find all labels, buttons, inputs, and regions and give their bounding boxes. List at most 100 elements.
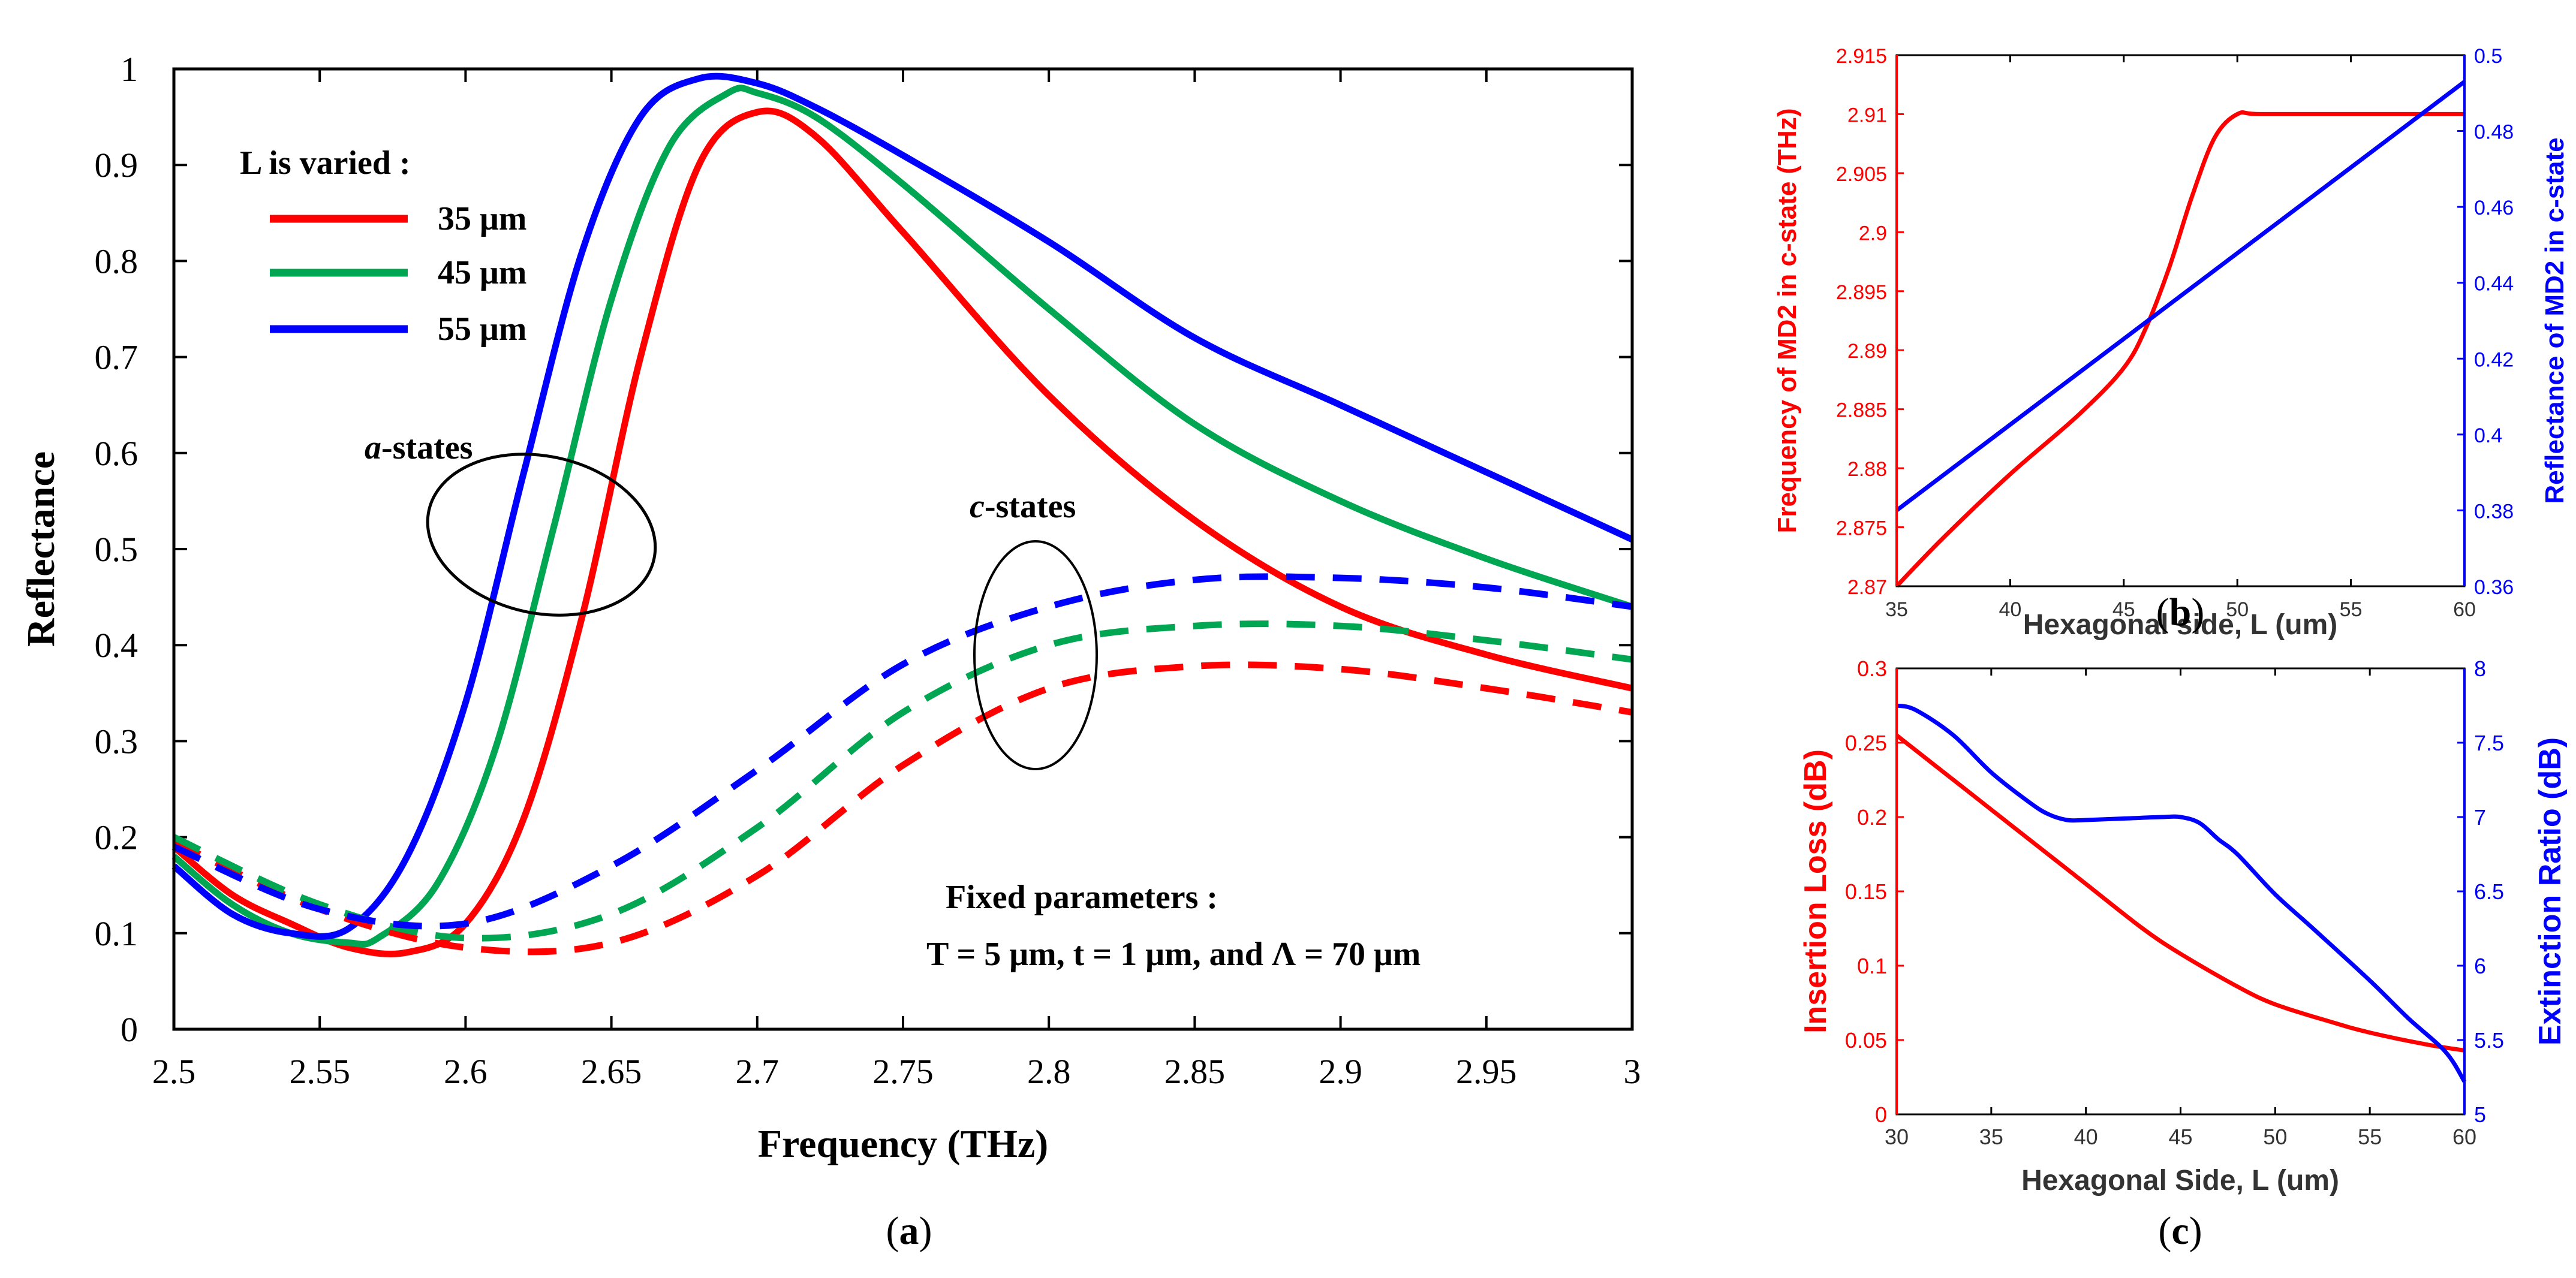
- panel-a-y-tick-label: 0.9: [95, 146, 139, 185]
- panel-c-x-tick-label: 30: [1885, 1125, 1909, 1149]
- panel-c-right-tick-label: 6.5: [2474, 879, 2504, 904]
- panel-b-left-tick-label: 2.885: [1836, 399, 1887, 422]
- panel-c-x-tick-label: 55: [2358, 1125, 2382, 1149]
- panel-a-x-axis-label: Frequency (THz): [758, 1122, 1049, 1166]
- c-states-ellipse: [973, 540, 1098, 770]
- legend-title: L is varied :: [240, 144, 411, 182]
- panel-b-tick-labels: 35 40 45 50 55 60 2.87 2.875 2.88 2.885 2.89 2.895 2…: [1836, 45, 2514, 621]
- panel-c-caption-close: ): [2189, 1209, 2202, 1253]
- panel-c-right-tick-label: 7.5: [2474, 731, 2504, 755]
- panel-a-y-tick-label: 0.5: [95, 530, 139, 569]
- panel-a-series-line-5: [172, 573, 1633, 930]
- a-states-italic: a: [365, 429, 381, 466]
- a-states-rest: -states: [381, 429, 473, 466]
- a-states-ellipse: [426, 453, 657, 617]
- panel-c-left-tick-label: 0: [1875, 1102, 1887, 1127]
- panel-a-x-tick-label: 2.85: [1164, 1052, 1226, 1091]
- panel-c-x-tick-label: 60: [2452, 1125, 2476, 1149]
- panel-b-left-tick-label: 2.915: [1836, 45, 1887, 68]
- panel-a-caption-letter: a: [899, 1209, 919, 1253]
- panel-a-plot-frame: [172, 67, 1634, 1031]
- panel-a-y-tick-label: 0.3: [95, 722, 139, 761]
- panel-c-left-tick-label: 0.25: [1845, 731, 1887, 755]
- panel-a-y-tick-label: 1: [121, 50, 138, 89]
- panel-a-y-tick-label: 0.6: [95, 434, 139, 473]
- panel-b-left-tick-label: 2.91: [1847, 104, 1887, 126]
- panel-c-right-tick-label: 7: [2474, 805, 2486, 830]
- panel-b-right-tick-label: 0.46: [2474, 197, 2514, 219]
- panel-a-x-tick-label: 2.6: [444, 1052, 487, 1091]
- panel-b-right-tick-label: 0.42: [2474, 348, 2514, 371]
- panel-b-caption: (b): [2156, 590, 2205, 634]
- panel-b-series: [1895, 80, 2466, 588]
- panel-c-x-tick-label: 35: [1979, 1125, 2003, 1149]
- panel-c-left-tick-label: 0.2: [1857, 805, 1887, 830]
- panel-a-caption: (a): [886, 1209, 932, 1253]
- panel-c-axis-ticks: [1895, 667, 2466, 1116]
- panel-a-x-tick-label: 2.95: [1456, 1052, 1517, 1091]
- panel-c-x-tick-label: 50: [2263, 1125, 2287, 1149]
- panel-c-left-tick-label: 0.1: [1857, 954, 1887, 978]
- panel-a-x-tick-label: 2.8: [1027, 1052, 1071, 1091]
- panel-c-right-tick-label: 8: [2474, 656, 2486, 681]
- panel-b-series-line-1: [1895, 80, 2466, 513]
- panel-a-legend: L is varied : 35 μm 45 μm 55 μm: [240, 144, 526, 348]
- panel-a-x-tick-label: 3: [1624, 1052, 1641, 1091]
- c-states-rest: -states: [985, 488, 1076, 525]
- panel-c-caption: (c): [2158, 1209, 2202, 1253]
- panel-b-series-line-0: [1895, 110, 2464, 588]
- panel-b-x-tick-label: 40: [1999, 598, 2021, 621]
- panel-b-x-tick-label: 50: [2226, 598, 2249, 621]
- panel-b-right-tick-label: 0.38: [2474, 500, 2514, 523]
- legend-label-45: 45 μm: [438, 254, 526, 291]
- panel-c-right-tick-label: 6: [2474, 954, 2486, 978]
- panel-b-x-tick-label: 55: [2340, 598, 2363, 621]
- c-states-italic: c: [970, 488, 985, 525]
- fixed-parameters-values: T = 5 μm, t = 1 μm, and Λ = 70 μm: [926, 936, 1421, 973]
- panel-c-left-tick-label: 0.3: [1857, 656, 1887, 681]
- panel-b-caption-open: (: [2156, 590, 2169, 634]
- panel-c-x-tick-label: 45: [2168, 1125, 2192, 1149]
- panel-b-x-tick-label: 45: [2112, 598, 2135, 621]
- panel-b-right-tick-label: 0.5: [2474, 45, 2502, 68]
- panel-b-left-tick-label: 2.875: [1836, 517, 1887, 540]
- fixed-parameters-title: Fixed parameters :: [946, 879, 1218, 916]
- panel-b-left-tick-label: 2.905: [1836, 163, 1887, 186]
- panel-c-series: [1895, 703, 2466, 1083]
- panel-b-left-tick-label: 2.88: [1847, 458, 1887, 481]
- panel-b-x-tick-label: 35: [1885, 598, 1908, 621]
- panel-c-left-tick-label: 0.05: [1845, 1028, 1887, 1053]
- legend-label-35: 35 μm: [438, 200, 526, 237]
- panel-a-series-line-3: [172, 661, 1633, 956]
- panel-a-x-tick-label: 2.55: [289, 1052, 350, 1091]
- panel-a-y-tick-label: 0.2: [95, 818, 139, 857]
- panel-b-left-tick-label: 2.9: [1859, 222, 1887, 245]
- panel-a-series-line-4: [172, 620, 1633, 942]
- panel-c-left-tick-label: 0.15: [1845, 879, 1887, 904]
- panel-a-y-axis-label: Reflectance: [19, 451, 63, 647]
- panel-c-right-tick-label: 5: [2474, 1102, 2486, 1127]
- panel-c-right-tick-label: 5.5: [2474, 1028, 2504, 1053]
- a-states-label: a-states: [365, 429, 473, 466]
- panel-a-series: [171, 73, 1634, 958]
- panel-a-series-line-2: [171, 73, 1634, 940]
- panel-a-tick-labels: 2.5 2.55 2.6 2.65 2.7 2.75 2.8 2.85 2.9 2.95 3 0 0.1…: [95, 50, 1641, 1091]
- panel-a-x-tick-label: 2.7: [736, 1052, 780, 1091]
- panel-b-plot-frame: [1895, 54, 2466, 587]
- panel-c-caption-open: (: [2158, 1209, 2171, 1253]
- panel-a-y-tick-label: 0.8: [95, 242, 139, 281]
- panel-a-x-tick-label: 2.5: [152, 1052, 196, 1091]
- panel-a-x-tick-label: 2.65: [581, 1052, 642, 1091]
- panel-b-right-tick-label: 0.4: [2474, 424, 2502, 447]
- panel-b-left-axis-label: Frequency of MD2 in c-state (THz): [1772, 108, 1802, 533]
- panel-c-caption-letter: c: [2171, 1209, 2189, 1253]
- panel-b-right-tick-label: 0.36: [2474, 576, 2514, 599]
- panel-b-caption-letter: b: [2169, 590, 2192, 634]
- panel-a-y-tick-label: 0.7: [95, 338, 139, 377]
- panel-a-chart: 2.5 2.55 2.6 2.65 2.7 2.75 2.8 2.85 2.9 2.95 3 0 0.1…: [19, 50, 1641, 1253]
- panel-b-caption-close: ): [2191, 590, 2204, 634]
- panel-a-caption-open: (: [886, 1209, 899, 1253]
- panel-b-axis-ticks: [1895, 54, 2466, 587]
- panel-c-chart: 30 35 40 45 50 55 60 0 0.05 0.1 0.15 0.2 0.25 0.3 5 5.5…: [1798, 656, 2568, 1253]
